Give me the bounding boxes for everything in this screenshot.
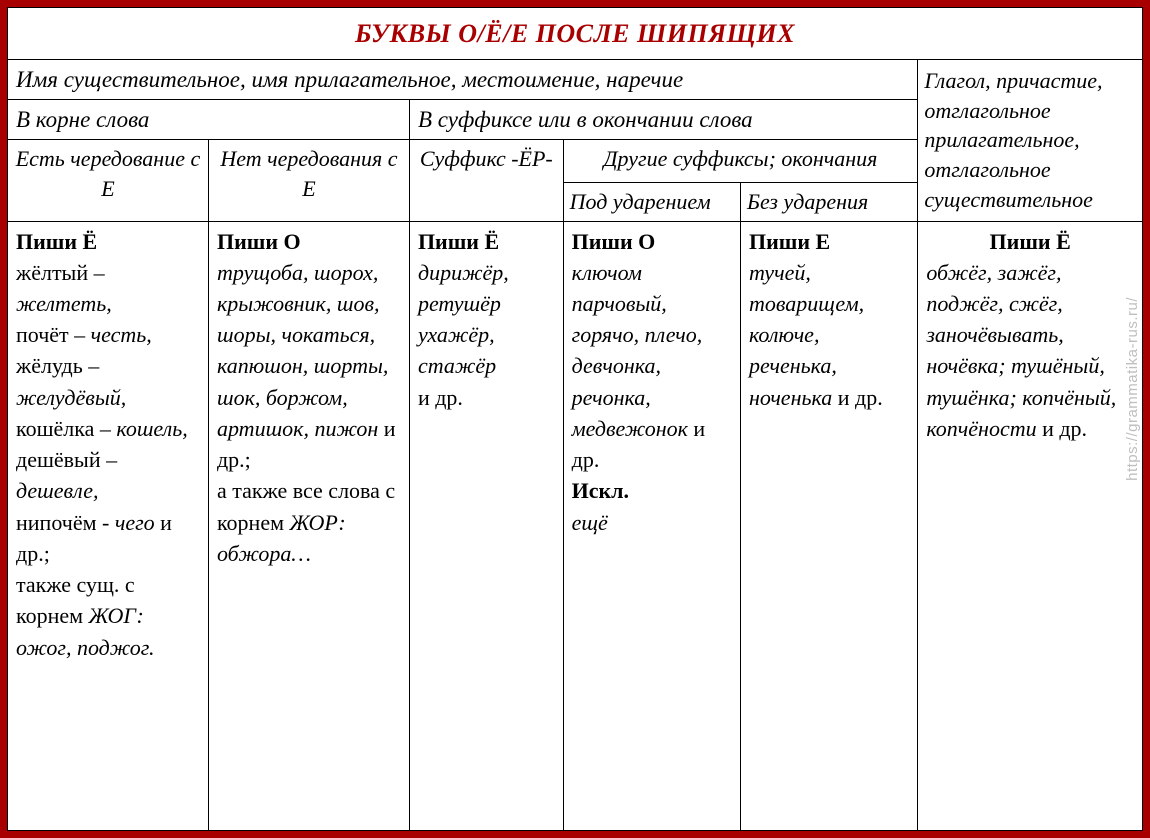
rule-col3: Пиши Ё (418, 229, 499, 254)
rule-col4: Пиши О (572, 229, 656, 254)
text-col2: трущоба, шорох, крыжовник, шов, шоры, чо… (217, 260, 396, 566)
text-col4: ключом парчовый, горячо, плечо, девчонка… (572, 260, 706, 535)
text-col5: тучей, товарищем, колюче, реченька, ноче… (749, 260, 883, 410)
text-col1: жёлтый – желтеть,почёт – честь,жёлудь – … (16, 260, 188, 660)
header-suffix-er: Суффикс -ЁР- (409, 140, 563, 221)
grammar-table: БУКВЫ О/Ё/Е ПОСЛЕ ШИПЯЩИХ Имя существите… (7, 7, 1143, 831)
header-other-suffix: Другие суффиксы; окончания (563, 140, 918, 183)
cell-col1: Пиши Ё жёлтый – желтеть,почёт – честь,жё… (8, 221, 209, 830)
rule-col6: Пиши Ё (990, 229, 1071, 254)
cell-col2: Пиши О трущоба, шорох, крыжовник, шов, ш… (208, 221, 409, 830)
cell-col3: Пиши Ё дирижёр, ретушёр ухажёр, стажёри … (409, 221, 563, 830)
text-col6: обжёг, зажёг, поджёг, сжёг, заночёвывать… (926, 260, 1116, 441)
cell-col6: Пиши Ё обжёг, зажёг, поджёг, сжёг, заноч… (918, 221, 1143, 830)
header-stressed: Под ударением (563, 182, 740, 221)
header-unstressed: Без ударения (740, 182, 917, 221)
header-alt-e: Есть чередование с Е (8, 140, 209, 221)
header-no-alt-e: Нет чередования с Е (208, 140, 409, 221)
rule-col5: Пиши Е (749, 229, 830, 254)
rule-col2: Пиши О (217, 229, 301, 254)
header-suffix-ending: В суффиксе или в окончании слова (409, 100, 917, 140)
header-verb-block: Глагол, причастие, отглагольное прилагат… (918, 60, 1143, 221)
document-frame: БУКВЫ О/Ё/Е ПОСЛЕ ШИПЯЩИХ Имя существите… (0, 0, 1150, 838)
cell-col5: Пиши Е тучей, товарищем, колюче, реченьк… (740, 221, 917, 830)
header-noun-adj: Имя существительное, имя прилагательное,… (8, 60, 918, 100)
header-root: В корне слова (8, 100, 410, 140)
cell-col4: Пиши О ключом парчовый, горячо, плечо, д… (563, 221, 740, 830)
table-title: БУКВЫ О/Ё/Е ПОСЛЕ ШИПЯЩИХ (8, 8, 1143, 60)
rule-col1: Пиши Ё (16, 229, 97, 254)
text-col3: дирижёр, ретушёр ухажёр, стажёри др. (418, 260, 509, 410)
watermark: https://grammatika-rus.ru/ (1124, 297, 1141, 481)
